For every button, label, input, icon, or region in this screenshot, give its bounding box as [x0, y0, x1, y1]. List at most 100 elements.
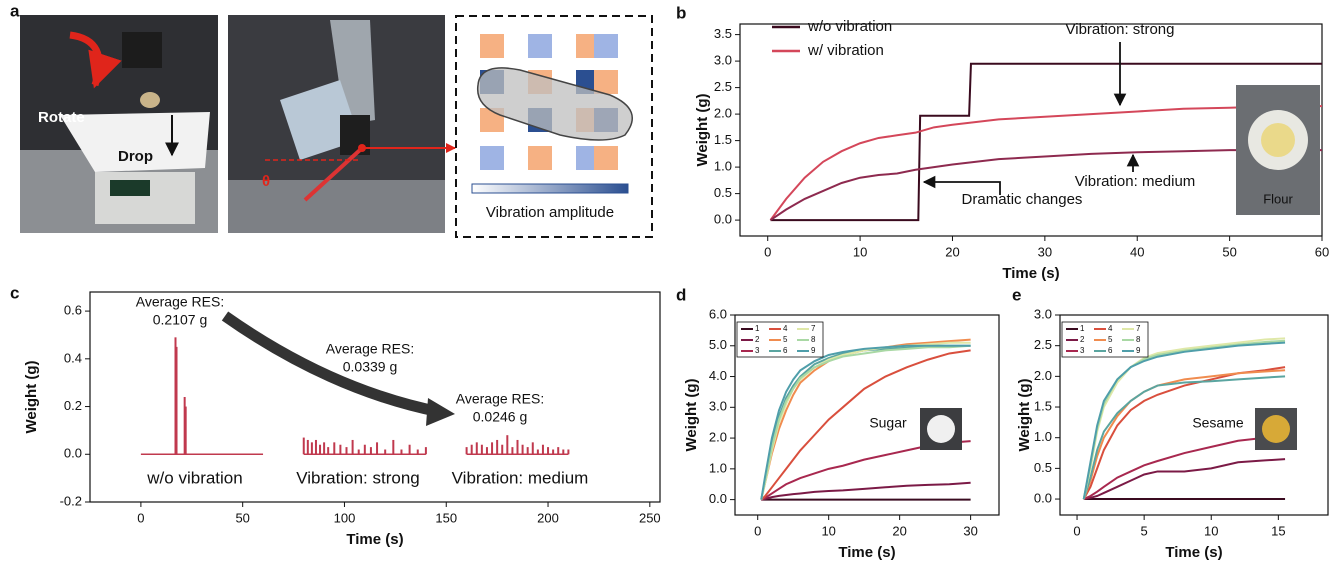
- data-line: [760, 344, 971, 500]
- legend-label: 8: [1136, 335, 1141, 344]
- legend-label: 1: [755, 324, 760, 333]
- x-tick-label: 5: [1141, 523, 1148, 538]
- y-tick-label: 1.5: [1034, 398, 1052, 413]
- x-tick-label: 10: [1204, 523, 1218, 538]
- data-line: [1083, 458, 1286, 501]
- legend-label: 5: [783, 335, 788, 344]
- y-tick-label: 1.5: [714, 132, 732, 147]
- x-tick-label: 150: [435, 510, 457, 525]
- annotation: Vibration: strong: [296, 468, 419, 487]
- y-tick-label: 3.0: [709, 399, 727, 414]
- y-tick-label: 2.5: [714, 79, 732, 94]
- x-tick-label: 0: [764, 244, 771, 259]
- x-tick-label: 100: [334, 510, 356, 525]
- panel-label: e: [1012, 285, 1021, 304]
- data-line: [1083, 435, 1286, 500]
- panel-label: c: [10, 283, 19, 302]
- legend-label: w/o vibration: [807, 18, 892, 35]
- legend-label: 3: [1080, 346, 1085, 355]
- y-tick-label: 5.0: [709, 337, 727, 352]
- x-tick-label: 40: [1130, 244, 1144, 259]
- legend-label: 4: [783, 324, 788, 333]
- legend-label: 2: [755, 335, 760, 344]
- x-tick-label: 250: [639, 510, 661, 525]
- data-line: [761, 481, 971, 501]
- chart: 0 50 100 150 200 250 -0.2 0.0 0.2 0.4 0.6 Time (s) W…: [23, 291, 661, 548]
- annotation: Sesame: [1192, 415, 1244, 431]
- legend-label: w/ vibration: [807, 42, 884, 59]
- y-tick-label: 3.0: [1034, 306, 1052, 321]
- legend-label: 7: [811, 324, 816, 333]
- data-line: [769, 149, 1322, 221]
- x-tick-label: 20: [945, 244, 959, 259]
- x-tick-label: 10: [821, 523, 835, 538]
- x-axis-title: Time (s): [1165, 544, 1222, 561]
- panel-label: d: [676, 285, 686, 304]
- y-tick-label: 2.0: [714, 106, 732, 121]
- data-line: [770, 62, 1322, 222]
- y-axis-title: Weight (g): [23, 360, 40, 433]
- legend-label: 8: [811, 335, 816, 344]
- legend-label: 9: [811, 346, 816, 355]
- panel-label: a: [10, 1, 20, 20]
- y-tick-label: 0.2: [64, 398, 82, 413]
- y-tick-label: 3.5: [714, 26, 732, 41]
- data-line: [769, 105, 1322, 221]
- y-tick-label: 2.5: [1034, 337, 1052, 352]
- annotation: 0.2107 g: [153, 312, 208, 328]
- y-tick-label: 2.0: [1034, 368, 1052, 383]
- y-tick-label: 6.0: [709, 306, 727, 321]
- legend-label: 5: [1108, 335, 1113, 344]
- photo-robot: θ: [228, 15, 456, 233]
- x-axis-title: Time (s): [346, 531, 403, 548]
- x-tick-label: 0: [1073, 523, 1080, 538]
- x-tick-label: 20: [892, 523, 906, 538]
- x-tick-label: 50: [1222, 244, 1236, 259]
- label: Rotate: [38, 109, 85, 126]
- x-tick-label: 30: [963, 523, 977, 538]
- label: Drop: [118, 148, 153, 165]
- y-tick-label: 0.0: [714, 212, 732, 227]
- annotation: Dramatic changes: [962, 191, 1083, 208]
- x-tick-label: 60: [1315, 244, 1329, 259]
- annotation: Average RES:: [456, 391, 544, 407]
- data-line: [1082, 375, 1286, 500]
- y-tick-label: 0.4: [64, 350, 82, 365]
- y-tick-label: 0.0: [64, 446, 82, 461]
- y-tick-label: 0.5: [714, 185, 732, 200]
- data-line: [760, 440, 971, 501]
- annotation: Vibration: medium: [452, 468, 589, 487]
- vibration-map: Vibration amplitude: [455, 15, 653, 238]
- annotation: Flour: [1263, 191, 1293, 206]
- y-axis-title: Weight (g): [694, 93, 711, 166]
- legend-label: 3: [755, 346, 760, 355]
- y-tick-label: 1.0: [1034, 429, 1052, 444]
- x-tick-label: 200: [537, 510, 559, 525]
- y-tick-label: 3.0: [714, 53, 732, 68]
- label: θ: [262, 173, 270, 190]
- legend-label: 1: [1080, 324, 1085, 333]
- y-tick-label: 0.6: [64, 303, 82, 318]
- legend-label: 2: [1080, 335, 1085, 344]
- plot-frame: [89, 291, 661, 503]
- x-tick-label: 15: [1271, 523, 1285, 538]
- x-axis-title: Time (s): [838, 544, 895, 561]
- legend-label: 6: [1108, 346, 1113, 355]
- panel-label: b: [676, 3, 686, 22]
- chart: 0 10 20 30 0.0 1.0 2.0 3.0 4.0 5.0 6.0 Time (s) Weig…: [683, 306, 1000, 561]
- plot-frame: [739, 23, 1323, 237]
- x-tick-label: 30: [1038, 244, 1052, 259]
- annotation: Vibration: medium: [1075, 173, 1196, 190]
- y-axis-title: Weight (g): [1016, 378, 1033, 451]
- plot-frame: [1059, 314, 1329, 516]
- y-tick-label: 0.0: [709, 491, 727, 506]
- y-tick-label: 0.5: [1034, 460, 1052, 475]
- legend-label: 7: [1136, 324, 1141, 333]
- annotation: Average RES:: [326, 341, 414, 357]
- x-tick-label: 0: [137, 510, 144, 525]
- y-tick-label: 1.0: [714, 159, 732, 174]
- annotation: 0.0246 g: [473, 409, 528, 425]
- data-line: [760, 338, 971, 500]
- y-tick-label: -0.2: [60, 493, 82, 508]
